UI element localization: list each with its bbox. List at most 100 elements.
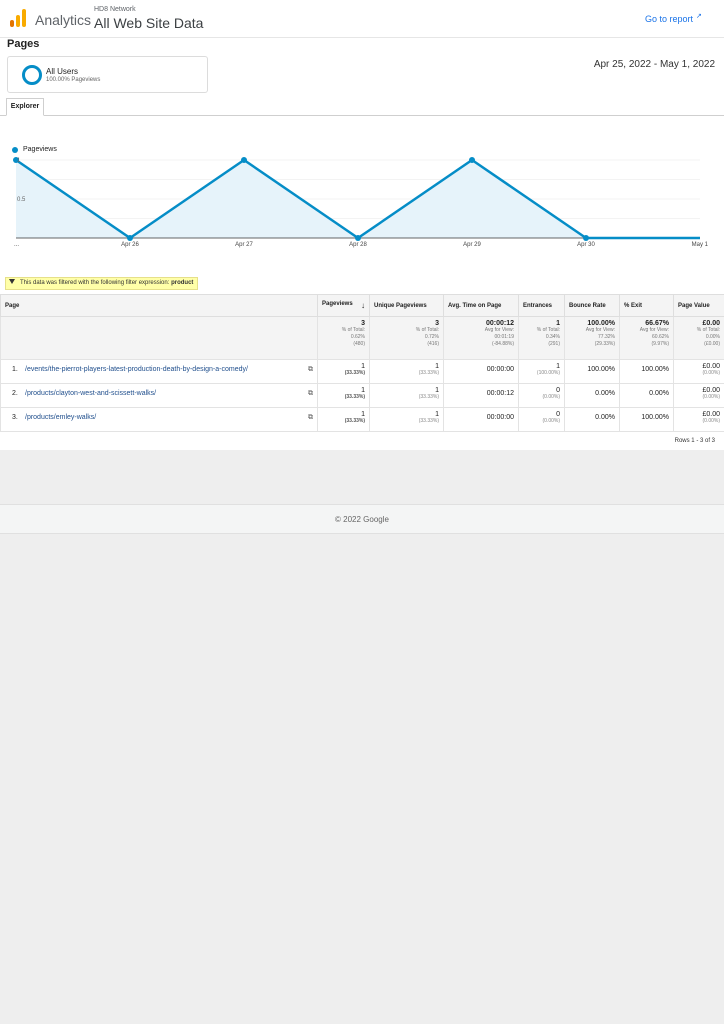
cell-percent: (0.00%)	[702, 394, 720, 400]
total-value: 1	[556, 320, 560, 327]
avg-time-cell: 00:00:00	[443, 359, 519, 384]
page-link[interactable]: /events/the-pierrot-players-latest-produ…	[25, 366, 248, 373]
page-link[interactable]: /products/clayton-west-and-scissett-walk…	[25, 390, 157, 397]
copy-link-icon[interactable]: ⧉	[308, 414, 313, 421]
segment-card[interactable]: All Users 100.00% Pageviews	[7, 56, 208, 93]
cell-value: 0	[556, 411, 560, 418]
cell-percent: (0.00%)	[542, 418, 560, 424]
data-point	[241, 157, 247, 163]
x-tick-label: Apr 29	[463, 242, 481, 248]
data-point	[583, 235, 589, 241]
property-view-name[interactable]: All Web Site Data	[94, 15, 204, 31]
table-row: 3./products/emley-walks/⧉ 1 (33.33%) 1 (33…	[0, 407, 724, 432]
total-base: (-84.88%)	[492, 341, 514, 347]
totals-row: 3% of Total: 0.62% (480) 3% of Total: 0.72%…	[0, 316, 724, 360]
exit-cell: 100.00%	[619, 407, 674, 432]
x-tick-label: Apr 26	[121, 242, 139, 248]
page-value-cell: £0.00 (0.00%)	[673, 407, 724, 432]
cell-value: 1	[435, 363, 439, 370]
total-base: (291)	[548, 341, 560, 347]
col-header-entrances[interactable]: Entrances	[518, 294, 565, 317]
total-caption: Avg for View:	[639, 327, 669, 333]
pageviews-cell: 1 (33.33%)	[317, 359, 370, 384]
cell-value: 00:00:00	[486, 414, 514, 421]
total-percent: 0.34%	[545, 334, 560, 340]
segment-name: All Users	[46, 67, 79, 76]
page-value-cell: £0.00 (0.00%)	[673, 383, 724, 408]
col-header-bounce-rate[interactable]: Bounce Rate	[564, 294, 620, 317]
page-cell: 3. /products/emley-walks/ ⧉	[0, 407, 318, 432]
table-header-row: Page Pageviews ↓ Unique Pageviews Avg. Ti…	[0, 294, 724, 317]
data-point	[127, 235, 133, 241]
data-point	[13, 157, 19, 163]
total-percent: 60.62%	[652, 334, 669, 340]
cell-value: 0.00%	[649, 390, 669, 397]
page-link[interactable]: /products/emley-walks/	[25, 414, 97, 421]
total-caption: % of Total:	[341, 327, 365, 333]
row-index: 2.	[12, 390, 18, 397]
cell-value: 1	[435, 411, 439, 418]
totals-unique-pageviews: 3% of Total: 0.72% (416)	[369, 316, 444, 360]
cell-value: 00:00:00	[486, 366, 514, 373]
totals-label-cell	[0, 316, 318, 360]
account-name[interactable]: HD8 Network	[94, 6, 136, 13]
cell-value: 1	[361, 363, 365, 370]
copy-link-icon[interactable]: ⧉	[308, 366, 313, 373]
col-header-unique-pageviews[interactable]: Unique Pageviews	[369, 294, 444, 317]
filter-notice: This data was filtered with the followin…	[5, 277, 199, 290]
cell-value: 1	[361, 411, 365, 418]
total-value: 3	[361, 320, 365, 327]
entrances-cell: 0 (0.00%)	[518, 383, 565, 408]
legend-marker-icon	[12, 147, 18, 153]
filter-text: This data was filtered with the followin…	[20, 280, 170, 286]
brand-name: Analytics	[35, 12, 92, 28]
total-caption: % of Total:	[696, 327, 720, 333]
total-percent: 0.72%	[424, 334, 439, 340]
col-header-page-value[interactable]: Page Value	[673, 294, 724, 317]
cell-value: 1	[556, 363, 560, 370]
report-tabs: Explorer	[0, 98, 724, 116]
cell-percent: (0.00%)	[702, 370, 720, 376]
report-page: Analytics HD8 Network All Web Site Data …	[0, 0, 724, 450]
totals-avg-time: 00:00:12 Avg for View: 00:01:19 (-84.88%)	[443, 316, 519, 360]
cell-percent: (33.33%)	[418, 418, 439, 424]
col-header-avg-time[interactable]: Avg. Time on Page	[443, 294, 519, 317]
go-to-report-link[interactable]: Go to report ↗	[645, 13, 702, 24]
total-value: £0.00	[702, 320, 720, 327]
date-range-selector[interactable]: Apr 25, 2022 - May 1, 2022	[593, 59, 715, 70]
unique-pageviews-cell: 1 (33.33%)	[369, 383, 444, 408]
total-caption: % of Total:	[415, 327, 439, 333]
cell-percent: (0.00%)	[542, 394, 560, 400]
exit-cell: 100.00%	[619, 359, 674, 384]
data-point	[469, 157, 475, 163]
col-header-exit[interactable]: % Exit	[619, 294, 674, 317]
total-value: 3	[435, 320, 439, 327]
cell-value: 00:00:12	[486, 390, 514, 397]
pageviews-chart[interactable]: 1 0.5... Apr 26 Apr 27 Apr 28 Apr 29 Apr 30 May…	[0, 140, 724, 255]
totals-page-value: £0.00% of Total: 0.00% (£0.00)	[673, 316, 724, 360]
copy-link-icon[interactable]: ⧉	[308, 390, 313, 397]
total-caption: Avg for View:	[484, 327, 514, 333]
filter-expression: product	[171, 280, 194, 286]
bounce-rate-cell: 100.00%	[564, 359, 620, 384]
cell-value: £0.00	[702, 387, 720, 394]
series-area	[16, 160, 700, 238]
total-percent: 0.62%	[350, 334, 365, 340]
tab-explorer[interactable]: Explorer	[6, 98, 44, 116]
go-to-report-label: Go to report	[645, 14, 694, 24]
sort-desc-icon: ↓	[361, 301, 365, 310]
x-tick-label: Apr 27	[235, 242, 253, 248]
total-percent: 0.00%	[705, 334, 720, 340]
col-header-page[interactable]: Page	[0, 294, 318, 317]
avg-time-cell: 00:00:12	[443, 383, 519, 408]
page-cell: 1. /events/the-pierrot-players-latest-pro…	[0, 359, 318, 384]
entrances-cell: 0 (0.00%)	[518, 407, 565, 432]
unique-pageviews-cell: 1 (33.33%)	[369, 359, 444, 384]
col-header-pageviews-label: Pageviews	[322, 301, 353, 307]
cell-value: 1	[435, 387, 439, 394]
y-tick-label: 1	[17, 158, 21, 164]
total-percent: 00:01:19	[494, 334, 514, 340]
col-header-pageviews[interactable]: Pageviews ↓	[317, 294, 370, 317]
filter-icon	[9, 278, 15, 284]
cell-percent: (33.33%)	[344, 394, 365, 400]
